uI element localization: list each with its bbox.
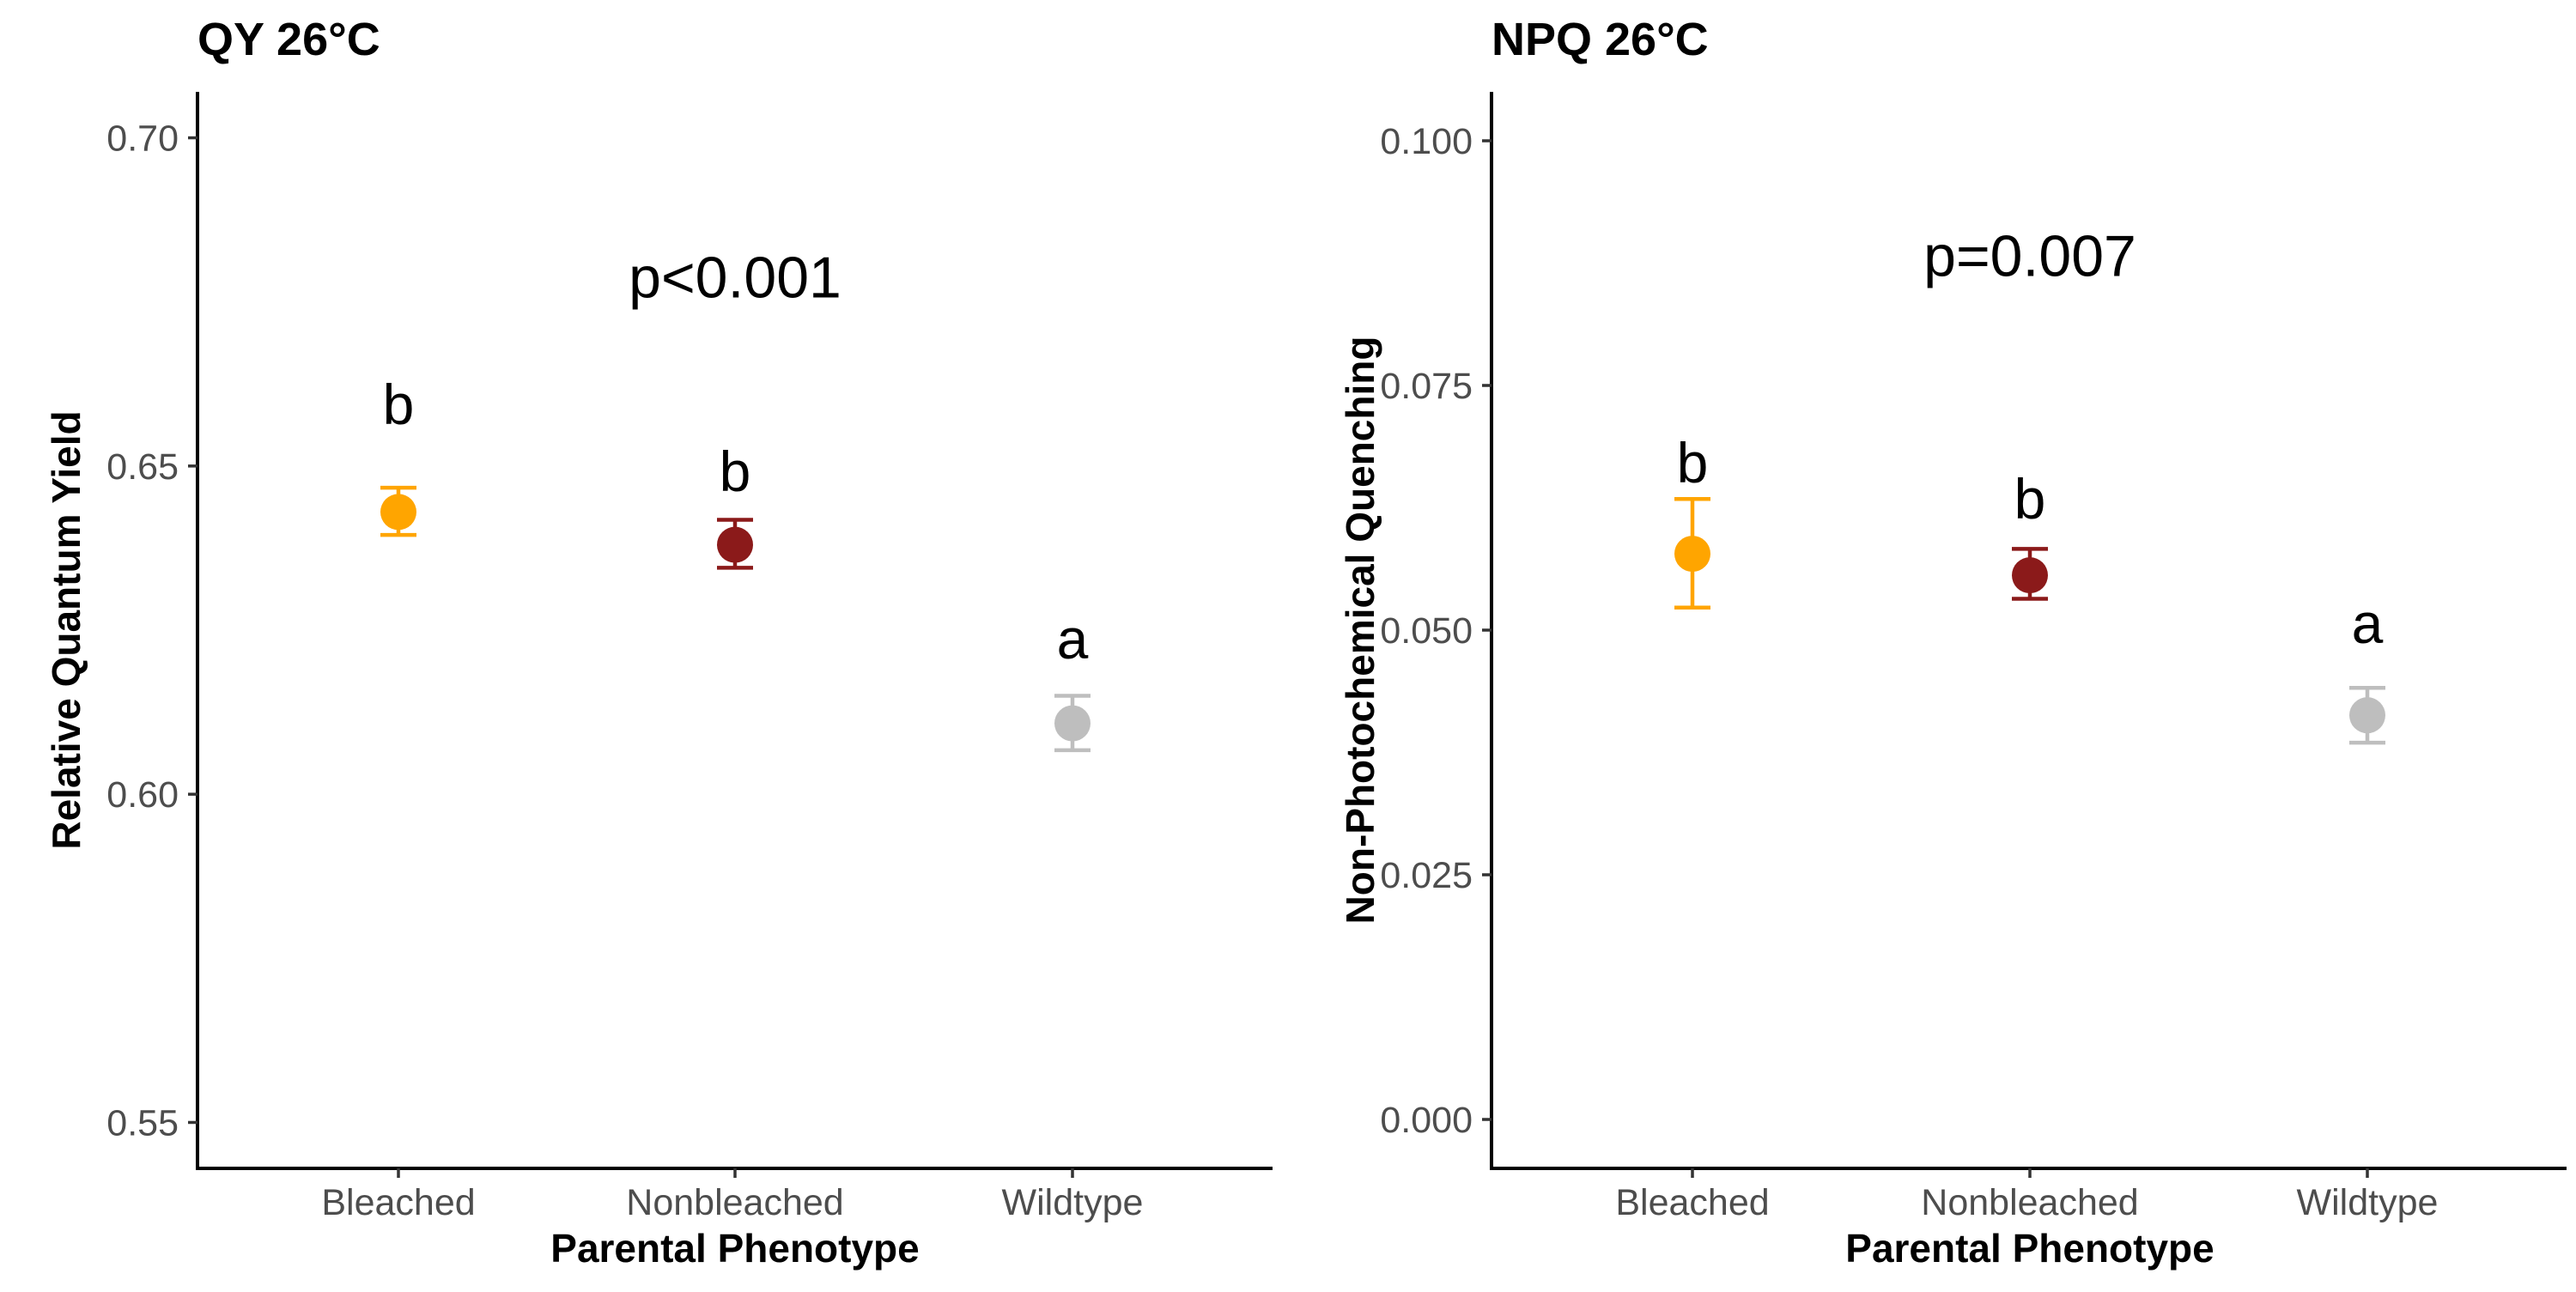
x-ticks: Bleached Nonbleached Wildtype: [321, 1168, 1143, 1223]
x-tick-label: Bleached: [1615, 1182, 1769, 1223]
y-ticks: 0.55 0.60 0.65 0.70: [106, 118, 197, 1143]
panel-qy: QY 26°C Parental Phenotype Relative Quan…: [44, 14, 1273, 1271]
y-tick-label: 0.075: [1380, 366, 1473, 407]
y-tick-label: 0.050: [1380, 610, 1473, 652]
x-ticks: Bleached Nonbleached Wildtype: [1615, 1168, 2438, 1223]
y-axis-title: Relative Quantum Yield: [44, 410, 88, 849]
p-value-label: p<0.001: [629, 246, 841, 311]
significance-letter: b: [1677, 431, 1709, 494]
significance-letter: a: [2352, 591, 2384, 655]
panel-title: NPQ 26°C: [1492, 14, 1709, 65]
y-ticks: 0.000 0.025 0.050 0.075 0.100: [1380, 121, 1492, 1141]
y-tick-label: 0.55: [106, 1102, 179, 1143]
data-point: [1054, 705, 1091, 742]
y-tick-label: 0.60: [106, 774, 179, 816]
significance-letter: b: [720, 440, 751, 503]
data-point: [717, 526, 753, 563]
x-tick-label: Nonbleached: [1921, 1182, 2138, 1223]
data-marks: b b a p=0.007: [1674, 223, 2385, 745]
significance-letter: b: [383, 373, 415, 436]
y-tick-label: 0.100: [1380, 121, 1473, 162]
x-axis-title: Parental Phenotype: [1845, 1226, 2214, 1271]
p-value-label: p=0.007: [1923, 223, 2136, 288]
data-point: [2012, 557, 2048, 594]
y-tick-label: 0.65: [106, 446, 179, 488]
data-marks: b b a p<0.001: [380, 246, 1091, 753]
x-tick-label: Nonbleached: [626, 1182, 843, 1223]
panel-npq: NPQ 26°C Parental Phenotype Non-Photoche…: [1338, 14, 2567, 1271]
y-tick-label: 0.70: [106, 118, 179, 160]
data-point: [1674, 536, 1710, 573]
x-tick-label: Bleached: [321, 1182, 475, 1223]
panel-title: QY 26°C: [197, 14, 380, 65]
y-axis-title: Non-Photochemical Quenching: [1338, 337, 1382, 925]
y-tick-label: 0.000: [1380, 1100, 1473, 1141]
significance-letter: a: [1057, 607, 1089, 670]
x-tick-label: Wildtype: [2297, 1182, 2439, 1223]
data-point: [2349, 697, 2385, 734]
x-tick-label: Wildtype: [1002, 1182, 1144, 1223]
x-axis-title: Parental Phenotype: [550, 1226, 919, 1271]
data-point: [380, 494, 416, 531]
y-tick-label: 0.025: [1380, 855, 1473, 896]
significance-letter: b: [2014, 467, 2046, 531]
